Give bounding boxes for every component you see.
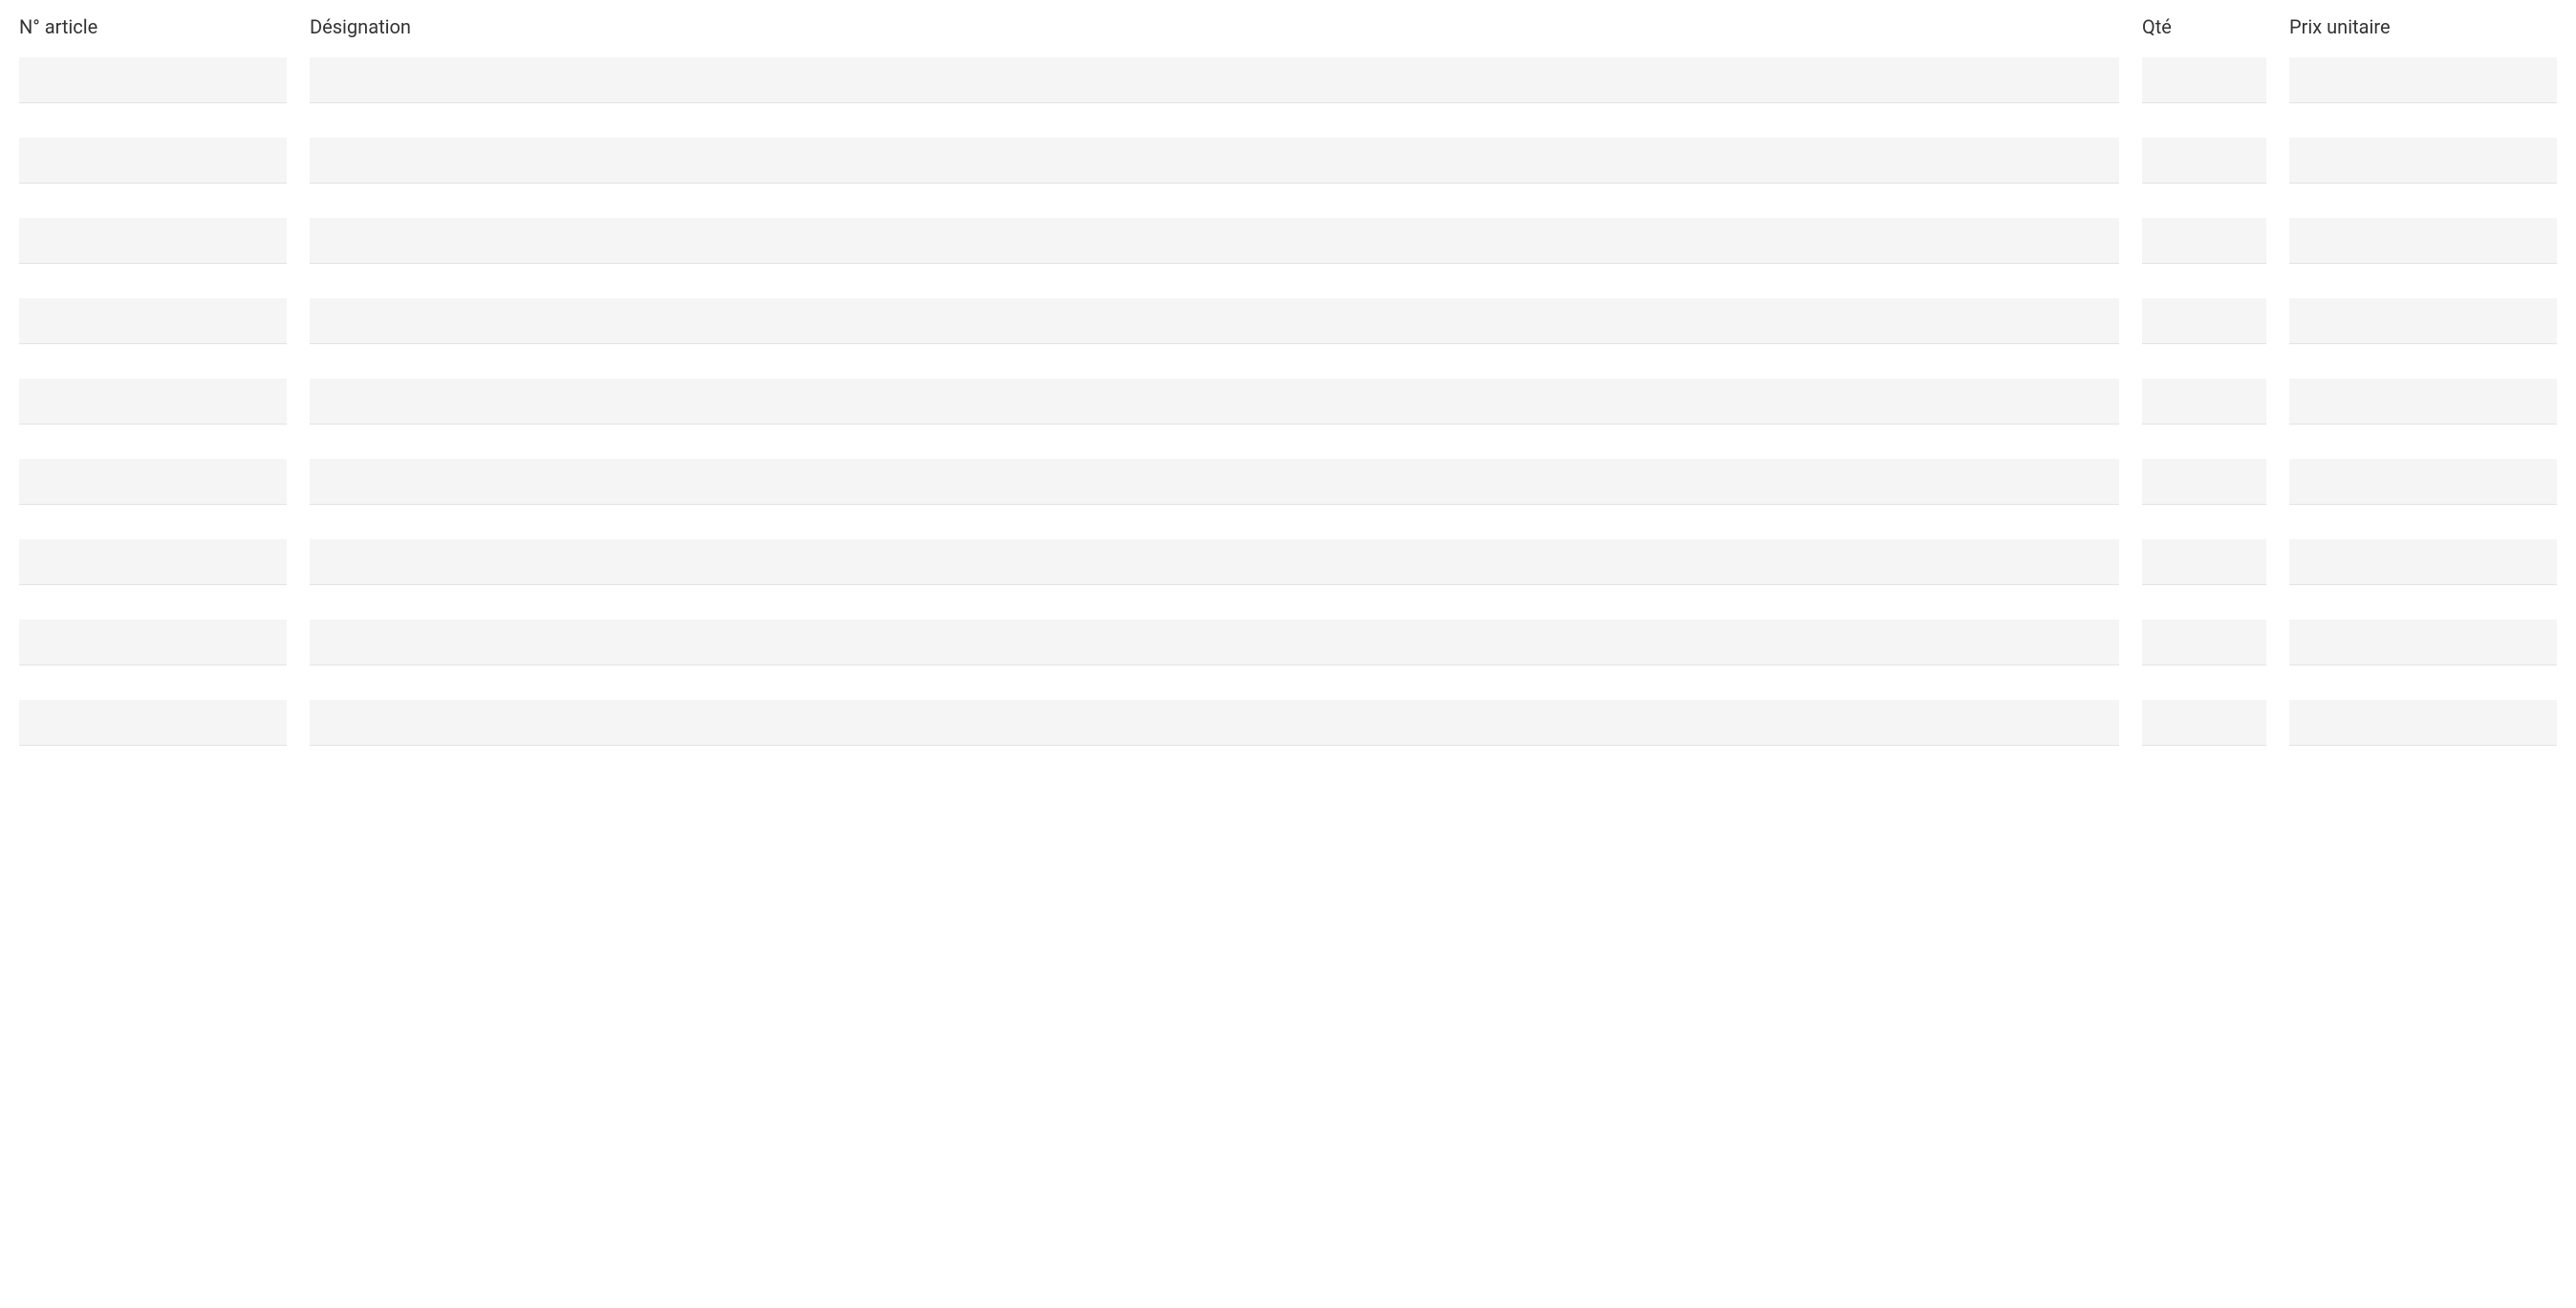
quantity-input[interactable] xyxy=(2142,138,2266,184)
article-number-input[interactable] xyxy=(19,700,287,746)
quantity-input[interactable] xyxy=(2142,700,2266,746)
unit-price-input[interactable] xyxy=(2289,700,2557,746)
table-row xyxy=(15,379,2561,425)
table-row xyxy=(15,218,2561,264)
table-row xyxy=(15,138,2561,184)
unit-price-input[interactable] xyxy=(2289,459,2557,505)
quantity-input[interactable] xyxy=(2142,620,2266,665)
quantity-input[interactable] xyxy=(2142,379,2266,425)
table-row xyxy=(15,620,2561,665)
designation-input[interactable] xyxy=(310,138,2119,184)
article-number-input[interactable] xyxy=(19,138,287,184)
column-header-unit-price: Prix unitaire xyxy=(2289,15,2557,38)
column-header-designation: Désignation xyxy=(310,15,2119,38)
unit-price-input[interactable] xyxy=(2289,539,2557,585)
quantity-input[interactable] xyxy=(2142,57,2266,103)
column-header-article-number: N° article xyxy=(19,15,287,38)
unit-price-input[interactable] xyxy=(2289,379,2557,425)
unit-price-input[interactable] xyxy=(2289,298,2557,344)
designation-input[interactable] xyxy=(310,700,2119,746)
article-number-input[interactable] xyxy=(19,539,287,585)
unit-price-input[interactable] xyxy=(2289,620,2557,665)
designation-input[interactable] xyxy=(310,620,2119,665)
quantity-input[interactable] xyxy=(2142,298,2266,344)
unit-price-input[interactable] xyxy=(2289,138,2557,184)
designation-input[interactable] xyxy=(310,539,2119,585)
article-number-input[interactable] xyxy=(19,298,287,344)
table-row xyxy=(15,700,2561,746)
quantity-input[interactable] xyxy=(2142,539,2266,585)
article-number-input[interactable] xyxy=(19,459,287,505)
table-row xyxy=(15,459,2561,505)
quantity-input[interactable] xyxy=(2142,459,2266,505)
article-number-input[interactable] xyxy=(19,379,287,425)
table-row xyxy=(15,57,2561,103)
designation-input[interactable] xyxy=(310,57,2119,103)
line-items-table: N° article Désignation Qté Prix unitaire xyxy=(15,15,2561,746)
unit-price-input[interactable] xyxy=(2289,57,2557,103)
designation-input[interactable] xyxy=(310,459,2119,505)
article-number-input[interactable] xyxy=(19,218,287,264)
quantity-input[interactable] xyxy=(2142,218,2266,264)
designation-input[interactable] xyxy=(310,379,2119,425)
unit-price-input[interactable] xyxy=(2289,218,2557,264)
table-row xyxy=(15,539,2561,585)
column-header-quantity: Qté xyxy=(2142,15,2266,38)
table-body xyxy=(15,57,2561,746)
article-number-input[interactable] xyxy=(19,620,287,665)
table-header-row: N° article Désignation Qté Prix unitaire xyxy=(15,15,2561,57)
article-number-input[interactable] xyxy=(19,57,287,103)
designation-input[interactable] xyxy=(310,218,2119,264)
table-row xyxy=(15,298,2561,344)
designation-input[interactable] xyxy=(310,298,2119,344)
